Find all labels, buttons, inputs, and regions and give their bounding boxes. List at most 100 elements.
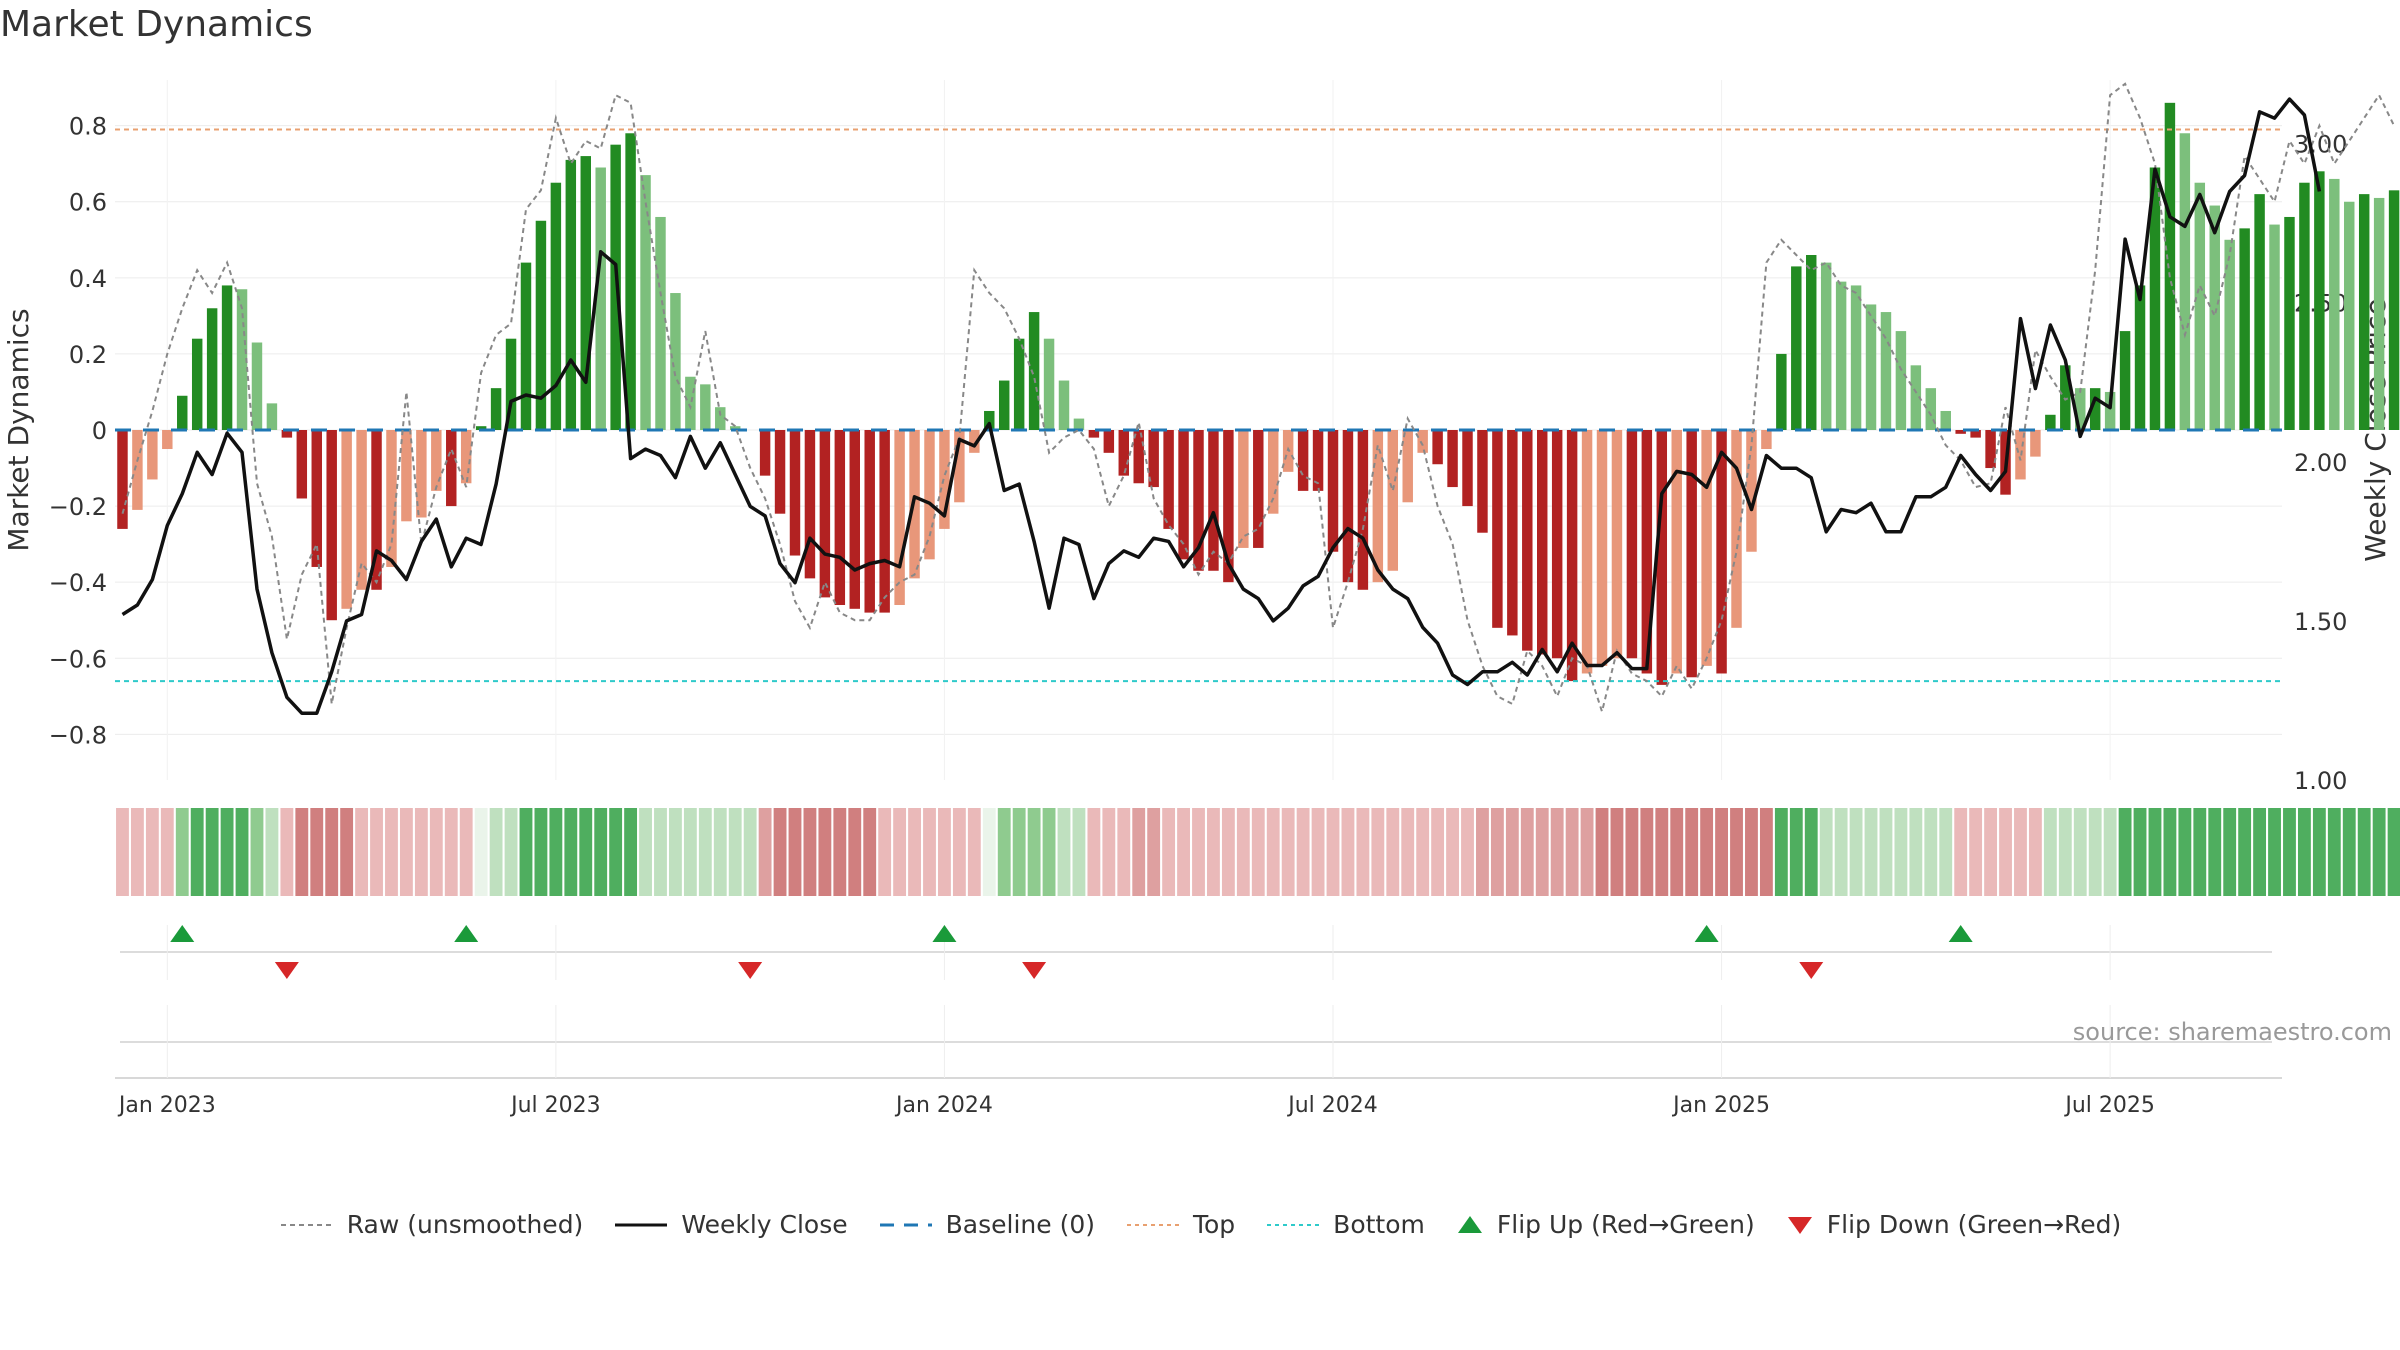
y-tick-label: −0.2 (49, 493, 107, 521)
ribbon-cell (280, 808, 294, 896)
ribbon-cell (698, 808, 712, 896)
dynamics-bar (2388, 190, 2400, 430)
dynamics-bar (1253, 430, 1264, 548)
ribbon-cell (1924, 808, 1938, 896)
ribbon-cell (2253, 808, 2267, 896)
ribbon-cell (1834, 808, 1848, 896)
dynamics-bar (446, 430, 457, 507)
ribbon-cell (235, 808, 249, 896)
dynamics-bar (1312, 430, 1324, 491)
dynamics-bar (311, 430, 322, 567)
ribbon-cell (1520, 808, 1534, 896)
dynamics-bar (236, 289, 248, 430)
dynamics-bar (1701, 430, 1712, 666)
ribbon-cell (938, 808, 951, 896)
dynamics-bar (162, 430, 173, 450)
y-tick-label: 0.2 (69, 341, 107, 369)
ribbon-cell (1207, 808, 1220, 896)
dynamics-bar (879, 430, 890, 613)
ribbon-cell (1012, 808, 1026, 896)
dynamics-bar (1671, 430, 1682, 674)
ribbon-cell (1879, 808, 1893, 896)
ribbon-cell (2312, 808, 2326, 896)
dynamics-bar (1238, 430, 1249, 548)
ribbon-cell (1999, 808, 2012, 896)
ribbon-cell (743, 808, 757, 896)
dynamics-bar (147, 430, 158, 480)
dynamics-bar (1088, 430, 1100, 438)
dynamics-bar (2119, 331, 2131, 430)
ribbon-cell (952, 808, 966, 896)
flip-up-marker (1694, 925, 1719, 942)
dynamics-bar (1073, 418, 1085, 430)
dynamics-bar (1626, 430, 1638, 659)
ribbon-cell (982, 808, 996, 896)
raw-line (121, 82, 2395, 716)
dynamics-bar (1013, 338, 1025, 430)
ribbon-cell (1311, 808, 1325, 896)
ribbon-cell (2283, 808, 2296, 896)
ribbon-cell (1610, 808, 1624, 896)
ribbon-cell (2268, 808, 2281, 896)
dynamics-bar (326, 430, 337, 621)
y-tick-label: 0.4 (69, 265, 107, 293)
dynamics-bar (1970, 430, 1981, 438)
ribbon-cell (1670, 808, 1684, 896)
dynamics-bar (416, 430, 427, 518)
ribbon-cell (504, 808, 518, 896)
dynamics-bar (1297, 430, 1309, 491)
ribbon-cell (340, 808, 354, 896)
ribbon-cell (399, 808, 413, 896)
ribbon-cell (683, 808, 697, 896)
legend-baseline: Baseline (0) (878, 1210, 1095, 1239)
dynamics-bar (1357, 430, 1369, 590)
ribbon-cell (519, 808, 533, 896)
dynamics-bar (2209, 205, 2220, 430)
dynamics-bar (565, 159, 577, 431)
ribbon-cell (624, 808, 638, 896)
dynamics-bar (595, 167, 606, 430)
dynamics-bar (1850, 285, 1862, 430)
dynamics-bar (849, 430, 860, 609)
dynamics-bar (2179, 133, 2191, 430)
ribbon-cell (788, 808, 802, 896)
dynamics-bar (281, 430, 293, 438)
x-tick-label: Jul 2023 (509, 1093, 601, 1118)
flip-down-marker (274, 962, 299, 979)
dynamics-bar (670, 293, 681, 430)
dynamics-bar (2269, 224, 2280, 430)
ribbon-cell (1401, 808, 1415, 896)
ribbon-cell (2118, 808, 2132, 896)
dynamics-bar (2239, 228, 2250, 430)
dynamics-bar (251, 342, 263, 430)
raw-line-swatch-icon (280, 1223, 333, 1226)
dynamics-bar (655, 216, 666, 430)
ribbon-cell (1789, 808, 1803, 896)
ribbon-cell (1281, 808, 1295, 896)
dynamics-bar (117, 430, 128, 529)
dynamics-bar (715, 407, 726, 430)
legend-flip-up: Flip Up (Red→Green) (1455, 1210, 1755, 1239)
close-line-swatch-icon (615, 1223, 668, 1226)
ribbon-cell (848, 808, 862, 896)
dynamics-bar (1043, 338, 1055, 430)
ribbon-cell (997, 808, 1011, 896)
legend-bottom: Bottom (1265, 1210, 1425, 1239)
dynamics-bar (1447, 430, 1458, 488)
flip-up-marker (1948, 925, 1973, 942)
x-tick-label: Jan 2025 (1671, 1093, 1770, 1118)
dynamics-bar (1865, 304, 1877, 430)
dynamics-bar (1058, 380, 1070, 430)
legend: Raw (unsmoothed) Weekly Close Baseline (… (0, 1210, 2400, 1239)
dynamics-bar (1432, 430, 1443, 465)
ribbon-cell (310, 808, 324, 896)
dynamics-bar (296, 430, 308, 499)
legend-raw: Raw (unsmoothed) (279, 1210, 583, 1239)
flip-up-marker (454, 925, 479, 942)
dynamics-bar (1955, 430, 1966, 434)
x-tick-label: Jan 2024 (894, 1093, 993, 1118)
ribbon-cell (2238, 808, 2252, 896)
ribbon-cell (325, 808, 339, 896)
ribbon-cell (116, 808, 129, 896)
